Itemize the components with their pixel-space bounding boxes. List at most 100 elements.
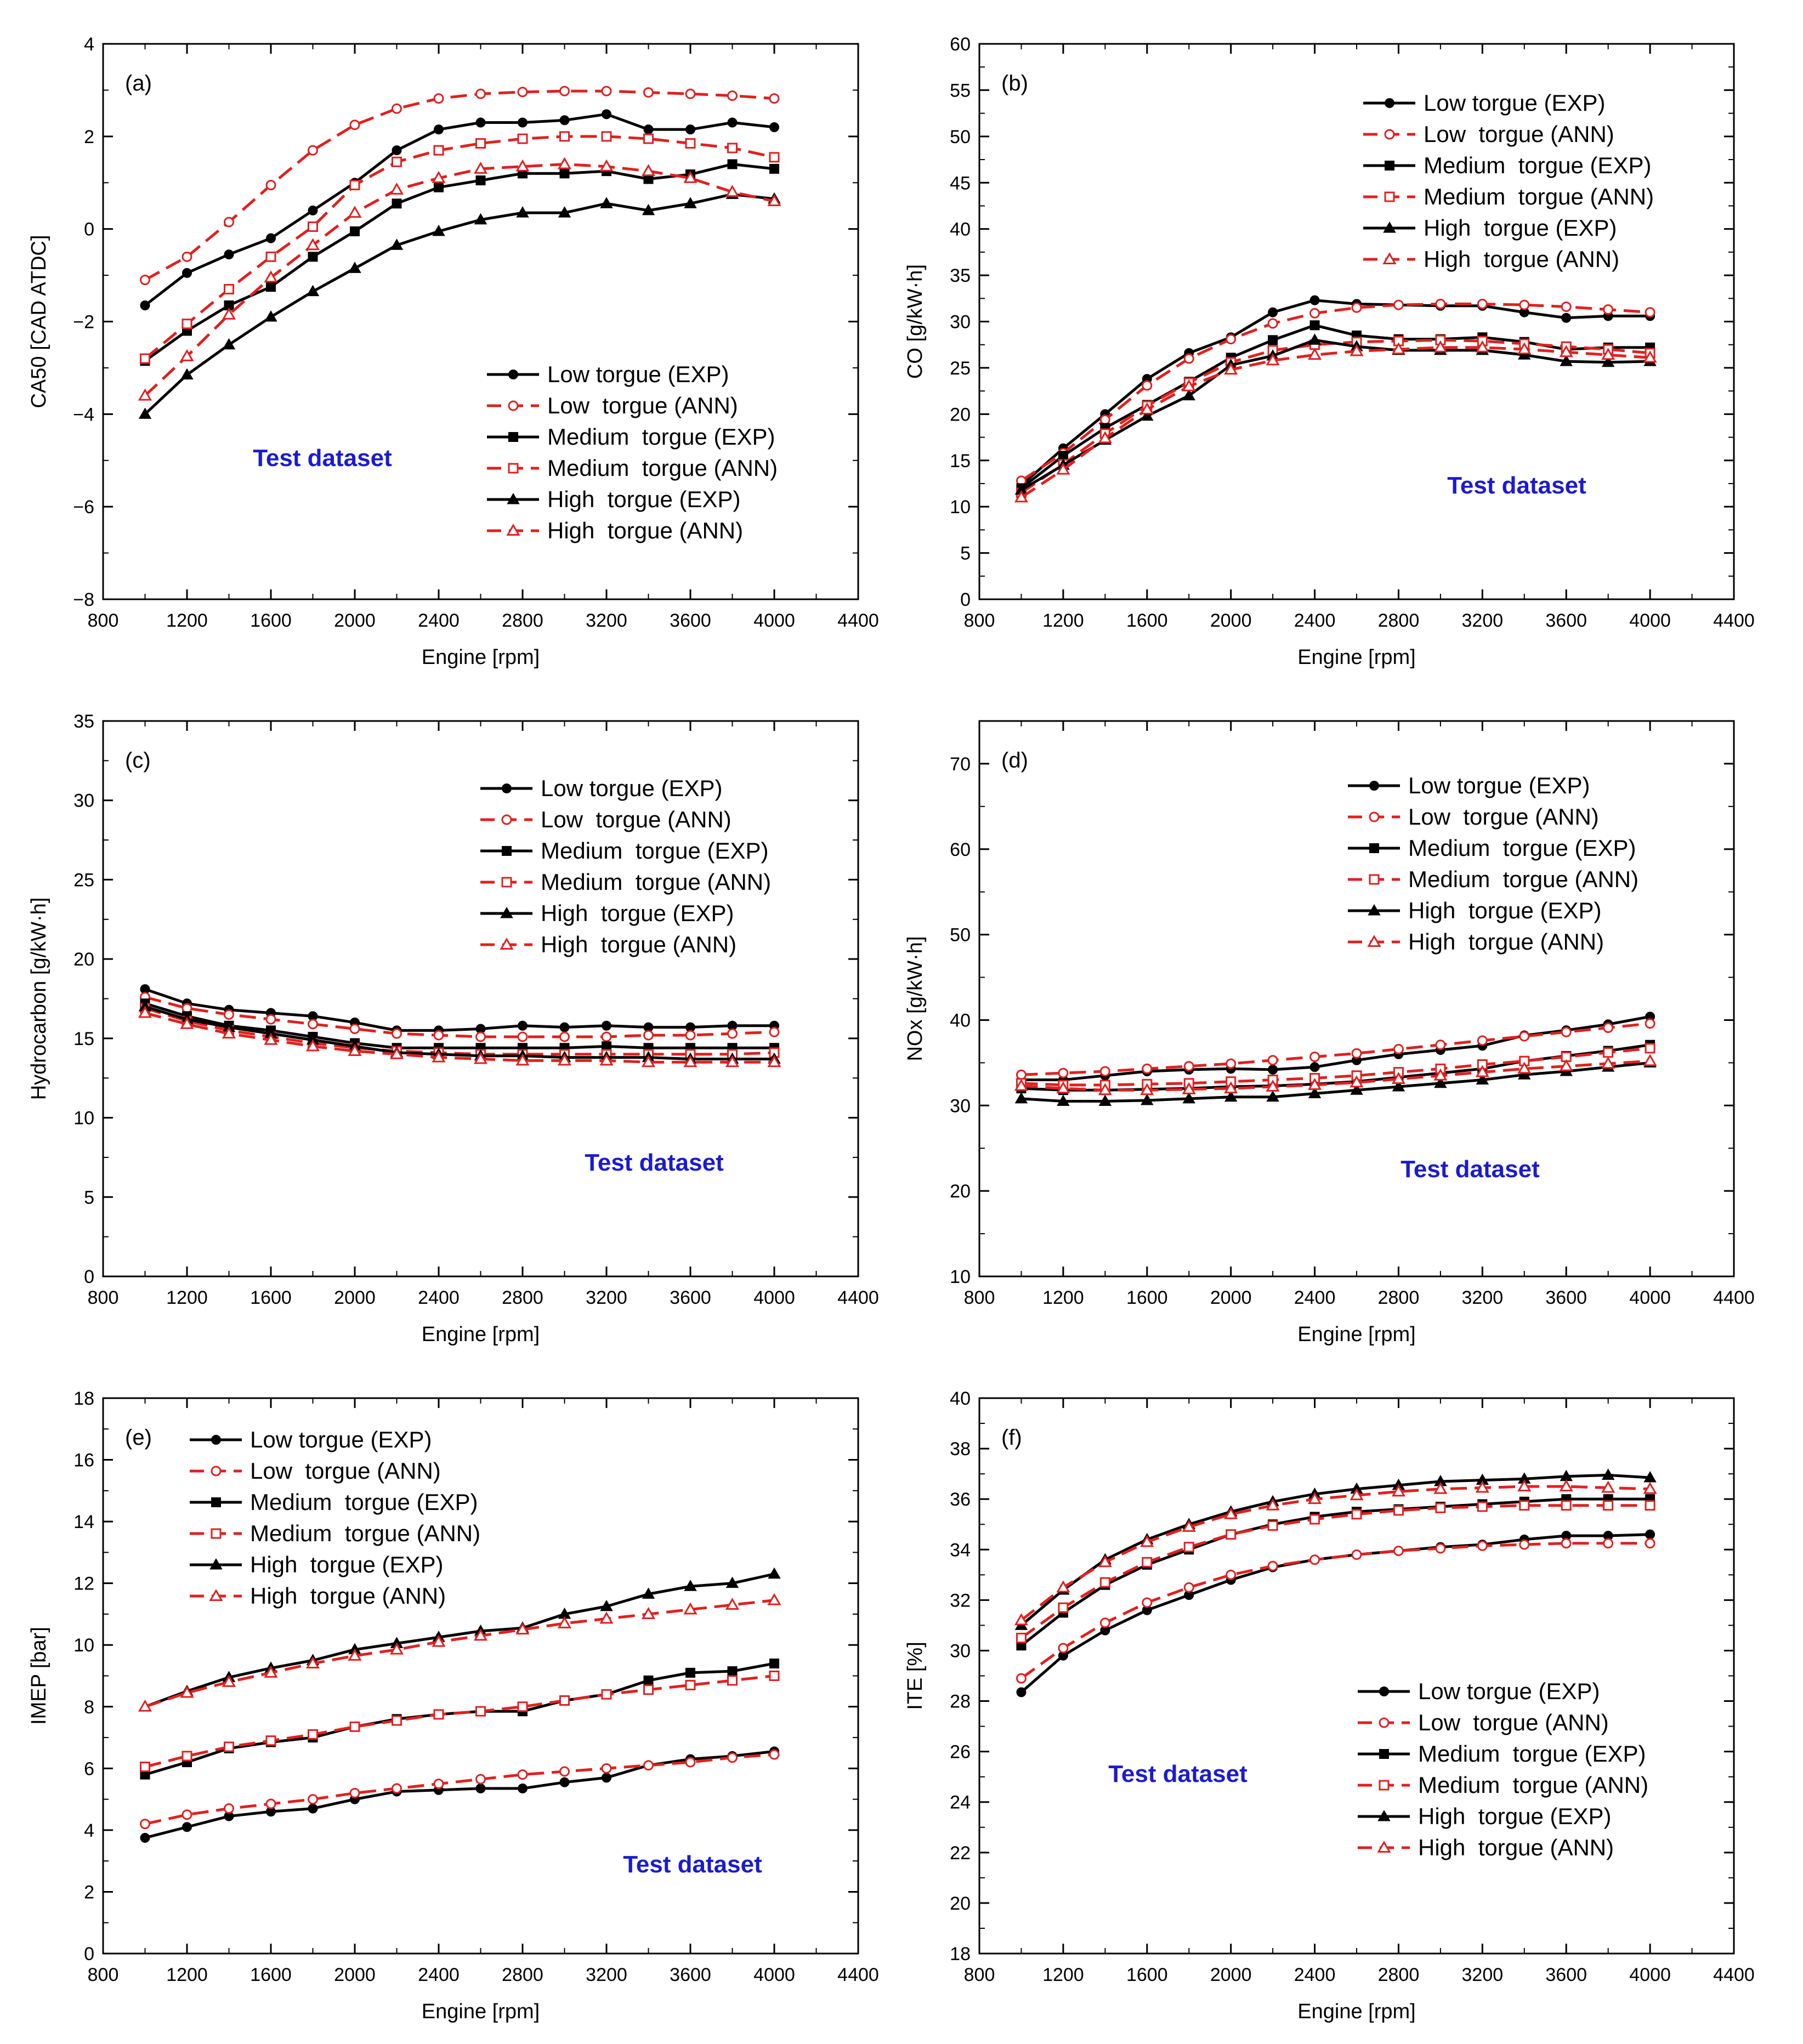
data-point	[1142, 1557, 1153, 1568]
data-point	[1391, 1484, 1406, 1497]
data-point	[224, 1741, 234, 1752]
y-tick-label: 45	[950, 173, 971, 194]
data-point	[308, 1019, 318, 1030]
data-point	[1226, 1569, 1237, 1580]
legend-item: Medium torgue (EXP)	[1358, 1741, 1646, 1767]
panel-f-y-axis: 18 20 22 24 26 28 30 32 34 36 38 40	[950, 1388, 1734, 1964]
data-point	[641, 1055, 656, 1068]
x-tick-label: 800	[88, 1287, 119, 1308]
x-tick-label: 1600	[250, 1287, 292, 1308]
data-point	[769, 1026, 780, 1037]
data-point	[559, 131, 570, 142]
data-point	[473, 161, 488, 174]
panel-d-y-axis: 10 20 30 40 50 60 70	[950, 754, 1734, 1287]
data-point	[1643, 1481, 1657, 1494]
data-point	[685, 88, 696, 99]
panel-b-annotation: Test dataset	[1447, 472, 1586, 499]
data-point	[559, 1777, 570, 1787]
x-tick-label: 1200	[166, 1964, 208, 1985]
x-tick-label: 2000	[1210, 1964, 1252, 1985]
data-point	[1141, 1093, 1154, 1105]
panel-c-frame	[102, 720, 859, 1278]
y-tick-label: 18	[950, 1944, 971, 1964]
data-point	[1308, 1087, 1322, 1098]
data-point	[224, 217, 234, 228]
legend-label: High torgue (EXP)	[547, 486, 741, 512]
data-point	[180, 1017, 194, 1029]
panel-b-frame	[978, 43, 1735, 600]
data-point	[1351, 1048, 1362, 1059]
data-point	[1350, 344, 1364, 356]
legend-item: Low torgue (ANN)	[1348, 804, 1599, 830]
data-point	[518, 117, 528, 128]
data-point	[433, 1778, 444, 1789]
legend-marker	[501, 877, 512, 888]
legend-marker	[1385, 161, 1394, 171]
legend-item: High torgue (ANN)	[480, 932, 736, 957]
panel-e: 800 1200 1600 2000 2400 2800 3200 3600 4000 44000…	[27, 1388, 879, 2023]
data-point	[1099, 414, 1110, 425]
y-tick-label: 25	[73, 870, 94, 890]
data-point	[1435, 1543, 1446, 1554]
data-point	[1601, 1480, 1615, 1493]
legend-label: Low torgue (EXP)	[1408, 773, 1590, 798]
data-point	[602, 109, 611, 120]
x-tick-label: 1600	[250, 1964, 292, 1985]
y-tick-label: 24	[950, 1792, 971, 1813]
data-point	[349, 120, 360, 130]
data-point	[683, 1055, 698, 1068]
x-tick-label: 4000	[753, 1287, 795, 1308]
legend-item: Low torgue (EXP)	[480, 775, 723, 801]
series-line	[1021, 1022, 1651, 1076]
x-tick-label: 1600	[250, 610, 292, 631]
data-point	[1266, 1498, 1280, 1511]
legend-item: Low torgue (EXP)	[190, 1427, 432, 1452]
data-point	[600, 197, 613, 208]
panel-f-annotation: Test dataset	[1108, 1761, 1248, 1787]
legend-item: High torgue (EXP)	[1348, 898, 1602, 923]
legend-item: High torgue (EXP)	[190, 1552, 444, 1577]
data-point	[1351, 1549, 1362, 1560]
legend-label: High torgue (EXP)	[1408, 898, 1602, 923]
data-point	[392, 1028, 402, 1039]
series-ann-triangle	[138, 157, 781, 401]
data-point	[1267, 318, 1278, 329]
data-point	[685, 1667, 695, 1678]
data-point	[727, 143, 738, 154]
data-point	[475, 117, 486, 128]
data-point	[180, 1685, 194, 1698]
y-tick-label: 35	[73, 711, 94, 732]
y-tick-label: 32	[950, 1590, 971, 1611]
data-point	[1141, 409, 1154, 421]
series-line	[144, 162, 775, 362]
data-point	[1475, 1480, 1489, 1493]
legend-marker	[1377, 1809, 1391, 1821]
legend-marker	[501, 814, 512, 825]
legend-marker	[506, 523, 520, 536]
x-tick-label: 2800	[1378, 1964, 1420, 1985]
data-point	[685, 138, 696, 149]
data-point	[559, 168, 570, 179]
panel-f-legend: Low torgue (EXP) Low torgue (ANN) Medium t…	[1358, 1678, 1648, 1860]
data-point	[182, 1751, 192, 1762]
y-tick-label: 30	[950, 1095, 971, 1116]
data-point	[685, 1757, 696, 1768]
data-point	[475, 1706, 486, 1717]
data-point	[1140, 402, 1154, 415]
data-point	[1603, 304, 1614, 315]
data-point	[349, 179, 360, 190]
data-point	[1014, 1078, 1029, 1091]
data-point	[685, 1030, 696, 1041]
y-tick-label: −2	[73, 312, 94, 333]
data-point	[1561, 1538, 1572, 1549]
data-point	[475, 1783, 486, 1793]
x-tick-label: 2400	[418, 610, 460, 631]
legend-item: Medium torgue (ANN)	[1348, 866, 1638, 892]
legend-label: High torgue (ANN)	[547, 518, 743, 543]
panel-f-frame	[978, 1397, 1735, 1955]
y-tick-label: 60	[950, 34, 971, 55]
y-tick-label: 55	[950, 80, 971, 101]
data-point	[1643, 350, 1657, 363]
data-point	[1142, 380, 1153, 391]
